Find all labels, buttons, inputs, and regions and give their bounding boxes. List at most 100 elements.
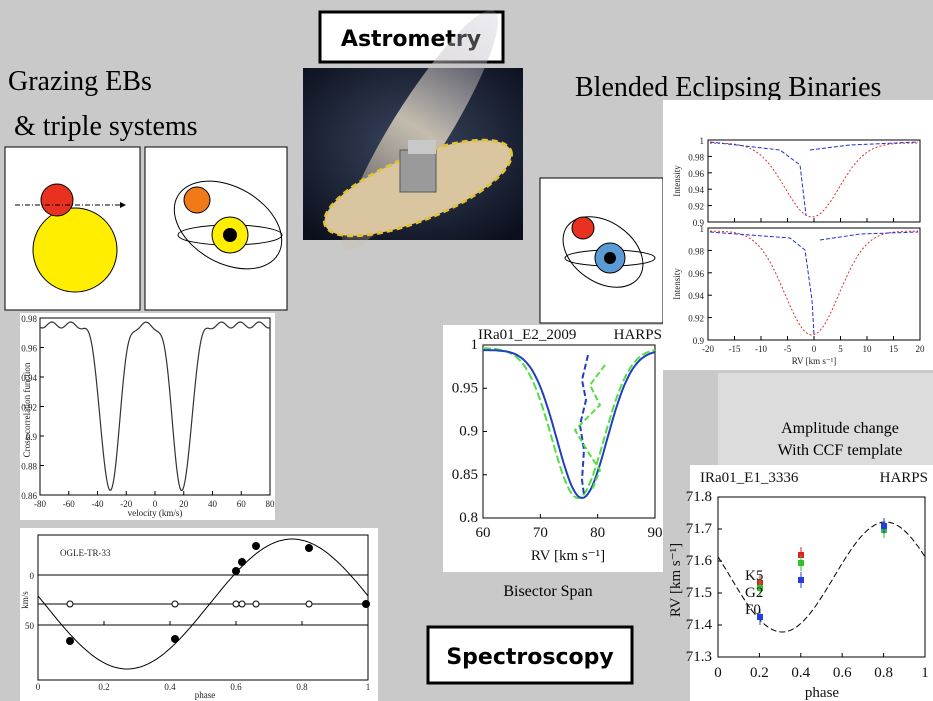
axis-label: Intensity [672,165,682,197]
plot-title: OGLE-TR-33 [60,548,111,558]
y-tick-label: 71.7 [686,521,713,537]
rv-point [362,600,370,608]
residual-point [172,601,178,607]
x-tick-label: 0.2 [750,665,769,681]
x-tick-label: -10 [755,344,767,354]
rv-point [252,542,260,550]
residual-point [253,601,259,607]
residual-point [306,601,312,607]
plot-panel [690,465,933,701]
x-tick-label: 1 [921,665,929,681]
axis-label: RV [km s⁻¹] [668,543,684,617]
slide: Astrometry Grazing EBs & triple systems … [0,0,933,701]
grazing-diagram [5,147,140,310]
rv-point [305,544,313,552]
y-tick-label: 71.6 [686,553,713,569]
x-tick-label: 80 [590,525,605,541]
x-tick-label: 10 [863,344,873,354]
x-tick-label: -80 [34,499,46,509]
axis-label: phase [195,690,216,700]
plot-title: IRa01_E2_2009 [478,327,576,343]
y-tick-label: 0.94 [688,185,704,195]
axis-label: km/s [20,591,30,609]
residual-point [67,601,73,607]
y-tick-label: 0.95 [452,380,478,396]
rv-point [881,523,887,529]
x-tick-label: 0 [714,665,722,681]
y-tick-label: 0.92 [688,202,704,212]
x-tick-label: 60 [237,499,247,509]
y-tick-label: 71.5 [686,585,712,601]
x-tick-label: 20 [916,344,926,354]
y-tick-label: 0 [30,571,35,581]
slide-title: Grazing EBs [8,66,152,97]
x-tick-label: -5 [784,344,792,354]
y-tick-label: 0.92 [688,314,704,324]
rv-point [66,637,74,645]
legend-label: K5 [745,568,763,584]
x-tick-label: 0 [812,344,817,354]
x-tick-label: 0.4 [791,665,810,681]
page: { "slide": { "astrometry_label": "Astrom… [0,0,933,701]
rv-point [798,577,804,583]
x-tick-label: 0 [36,682,41,692]
note-text: With CCF template [778,442,903,459]
y-tick-label: 0.96 [21,344,37,354]
x-tick-label: 1 [366,682,371,692]
plot-instrument: HARPS [614,327,662,343]
y-tick-label: 71.4 [686,617,713,633]
plot-panel [20,313,275,520]
y-tick-label: 1 [700,224,705,234]
x-tick-label: 70 [533,525,548,541]
caption: Bisector Span [503,583,592,600]
blend-diagram [540,178,663,323]
axis-label: phase [805,685,839,701]
slide-title: & triple systems [14,111,198,142]
axis-label: Cross-correlation function [22,362,32,457]
rv-point [798,560,804,566]
x-tick-label: 40 [208,499,218,509]
residual-point [233,601,239,607]
section-label: Spectroscopy [446,645,613,670]
plot-instrument: HARPS [880,470,928,486]
legend-label: G2 [745,585,763,601]
axis-label: RV [km s⁻¹] [792,356,837,366]
axis-label: RV [km s⁻¹] [531,548,605,564]
x-tick-label: 90 [648,525,663,541]
rv-point [171,635,179,643]
y-tick-label: 0.98 [21,314,37,324]
rv-point [232,567,240,575]
y-tick-label: 0.96 [688,169,704,179]
y-tick-label: 1 [471,337,479,353]
x-tick-label: 0.8 [296,682,308,692]
x-tick-label: -40 [92,499,104,509]
y-tick-label: 0.98 [688,246,704,256]
x-tick-label: 0.4 [164,682,176,692]
x-tick-label: 80 [266,499,276,509]
y-tick-label: 71.3 [686,649,712,665]
legend-label: F0 [745,602,761,618]
x-tick-label: 15 [889,344,899,354]
y-tick-label: 50 [25,621,35,631]
x-tick-label: 0.6 [230,682,242,692]
axis-label: Intensity [672,268,682,300]
x-tick-label: 0.2 [98,682,109,692]
x-tick-label: -20 [702,344,714,354]
y-tick-label: 1 [700,136,705,146]
slide-title: Blended Eclipsing Binaries [575,72,881,103]
y-tick-label: 0.94 [688,291,704,301]
y-tick-label: 0.96 [688,269,704,279]
triple-diagram [145,147,297,310]
rv-point [238,558,246,566]
residual-point [239,601,245,607]
axis-label: velocity (km/s) [128,508,183,518]
y-tick-label: 0.8 [459,510,478,526]
x-tick-label: 0.6 [833,665,852,681]
y-tick-label: 71.8 [686,489,712,505]
y-tick-label: 0.85 [452,467,478,483]
x-tick-label: 60 [476,525,491,541]
x-tick-label: 0.8 [874,665,893,681]
x-tick-label: 5 [838,344,843,354]
y-tick-label: 0.98 [688,152,704,162]
note-text: Amplitude change [781,420,899,437]
